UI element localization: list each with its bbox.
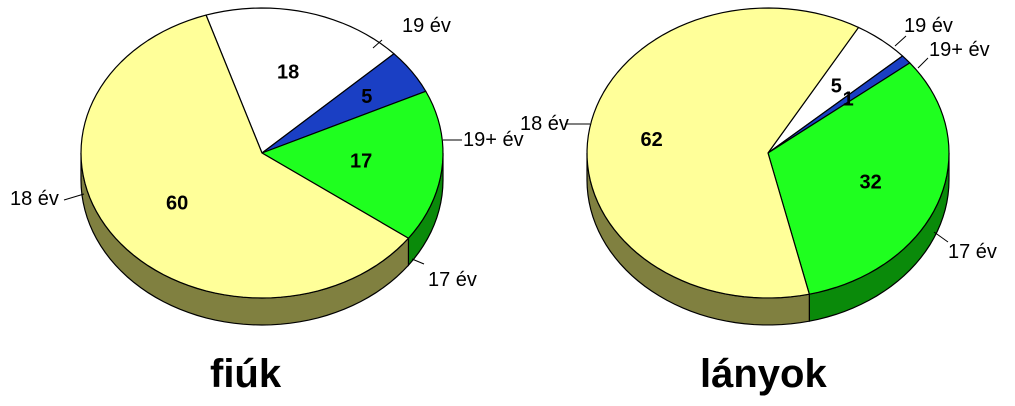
pie-1-leader-line-17-v (933, 231, 949, 243)
pie-1-leader-line-19-plus-v (917, 57, 929, 69)
pie-0-value-label-19-plus-v: 5 (361, 86, 372, 108)
pie-0-leader-line-18-v (63, 193, 85, 201)
pie-1-slice-18-v (586, 7, 860, 299)
pie-1-category-label-17-v: 17 év (948, 241, 997, 263)
pie-0-category-label-19-plus-v: 19+ év (463, 129, 524, 151)
chart-title-lanyok: lányok (700, 352, 827, 396)
pie-0-leader-line-17-v (411, 258, 425, 265)
pie-0-category-label-19-v: 19 év (402, 15, 451, 37)
pie-1-value-label-18-v: 62 (640, 129, 662, 151)
pie-1-category-label-18-v: 18 év (520, 113, 569, 135)
pie-1-slice-17-v (767, 62, 950, 295)
pie-1-value-label-19-v: 5 (831, 75, 842, 97)
pie-1-value-label-17-v: 32 (859, 172, 881, 194)
pie-0-slice-19-plus-v (261, 53, 427, 154)
pie-0-category-label-17-v: 17 év (428, 269, 477, 291)
pie-1-category-label-19-plus-v: 19+ év (929, 39, 990, 61)
pie-0-leader-line-19-v (372, 39, 383, 49)
pie-0-slice-19-v (205, 7, 395, 154)
pie-0-category-label-18-v: 18 év (10, 188, 59, 210)
pie-0-value-label-18-v: 60 (166, 192, 188, 214)
pie-1-leader-line-19-v (894, 35, 907, 47)
pie-0-value-label-17-v: 17 (350, 151, 372, 173)
pie-1-category-label-19-v: 19 év (904, 15, 953, 37)
pie-1-slice-19-v (767, 26, 904, 154)
pie-0-value-label-19-v: 18 (277, 62, 299, 84)
pie-0-slice-17-v (261, 90, 444, 239)
pie-1-value-label-19-plus-v: 1 (843, 89, 854, 111)
chart-title-fiuk: fiúk (210, 352, 282, 396)
pie-0-slice-18-v (80, 14, 410, 299)
